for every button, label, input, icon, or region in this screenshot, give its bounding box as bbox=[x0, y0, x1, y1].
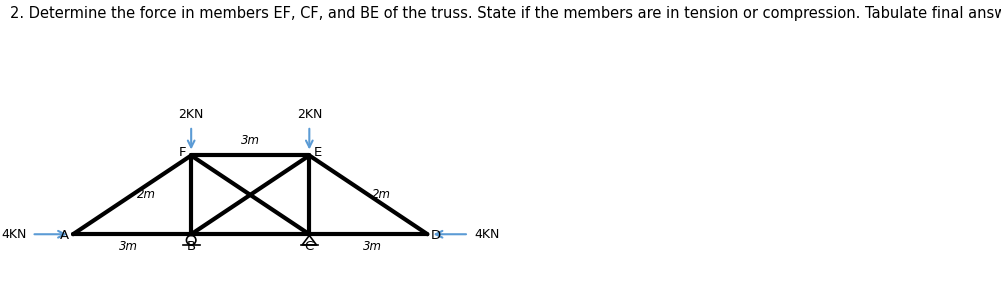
Text: F: F bbox=[179, 146, 186, 159]
Text: 3m: 3m bbox=[362, 240, 381, 253]
Text: 2KN: 2KN bbox=[296, 108, 322, 121]
Text: 2m: 2m bbox=[372, 188, 391, 201]
Text: 2KN: 2KN bbox=[178, 108, 204, 121]
Text: B: B bbox=[186, 240, 196, 253]
Text: 4KN: 4KN bbox=[473, 228, 499, 241]
Text: E: E bbox=[314, 146, 322, 159]
Text: 2m: 2m bbox=[137, 188, 156, 201]
Text: A: A bbox=[60, 229, 69, 242]
Text: 4KN: 4KN bbox=[1, 228, 27, 241]
Text: 3m: 3m bbox=[119, 240, 138, 253]
Text: C: C bbox=[304, 240, 314, 253]
Text: 2. Determine the force in members EF, CF, and BE of the truss. State if the memb: 2. Determine the force in members EF, CF… bbox=[10, 6, 1001, 21]
Text: D: D bbox=[431, 229, 441, 242]
Text: 3m: 3m bbox=[241, 134, 259, 147]
